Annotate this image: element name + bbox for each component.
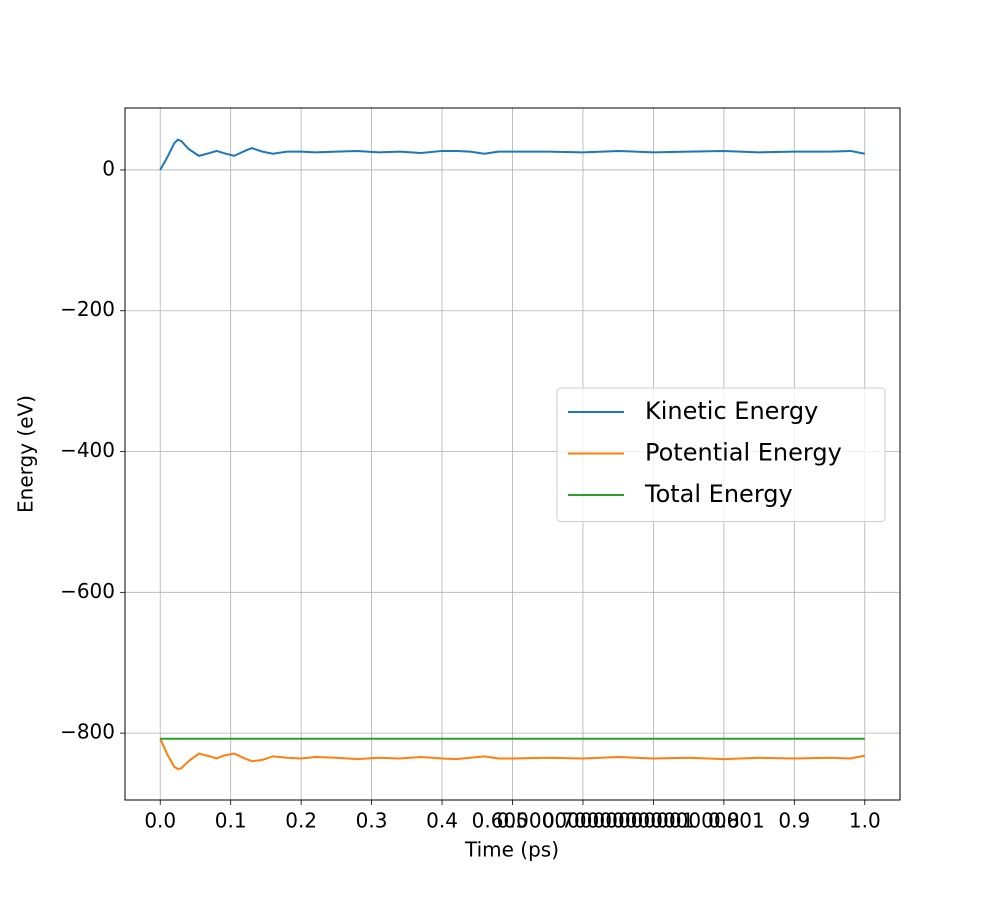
- x-tick-label: 0.1: [215, 809, 247, 833]
- x-tick-label: 0.4: [426, 809, 458, 833]
- data-line: [159, 738, 865, 771]
- y-tick-label: 0: [102, 156, 115, 180]
- x-tick-label: 0.9: [778, 809, 810, 833]
- y-axis-label: Energy (eV): [14, 395, 38, 513]
- legend-label: Kinetic Energy: [645, 397, 818, 425]
- plot-frame: [124, 107, 901, 801]
- x-tick-label: 0.5: [497, 809, 529, 833]
- x-tick-label: 0.0: [144, 809, 176, 833]
- legend-label: Potential Energy: [645, 439, 842, 467]
- x-tick-label: 0.6000000000000001: [472, 809, 695, 833]
- y-tick-label: −400: [60, 438, 115, 462]
- legend-box: [556, 387, 886, 522]
- y-tick-label: −800: [60, 720, 115, 744]
- legend-label: Total Energy: [644, 480, 793, 508]
- x-tick-label: 0.8: [708, 809, 740, 833]
- x-tick-label: 0.3: [356, 809, 388, 833]
- x-tick-label: 0.2: [285, 809, 317, 833]
- y-tick-label: −200: [60, 297, 115, 321]
- x-tick-label: 1.0: [849, 809, 881, 833]
- x-axis-label: Time (ps): [464, 838, 559, 862]
- x-tick-label: 0.7000000000000001: [542, 809, 765, 833]
- data-line: [159, 138, 865, 171]
- y-tick-label: −600: [60, 579, 115, 603]
